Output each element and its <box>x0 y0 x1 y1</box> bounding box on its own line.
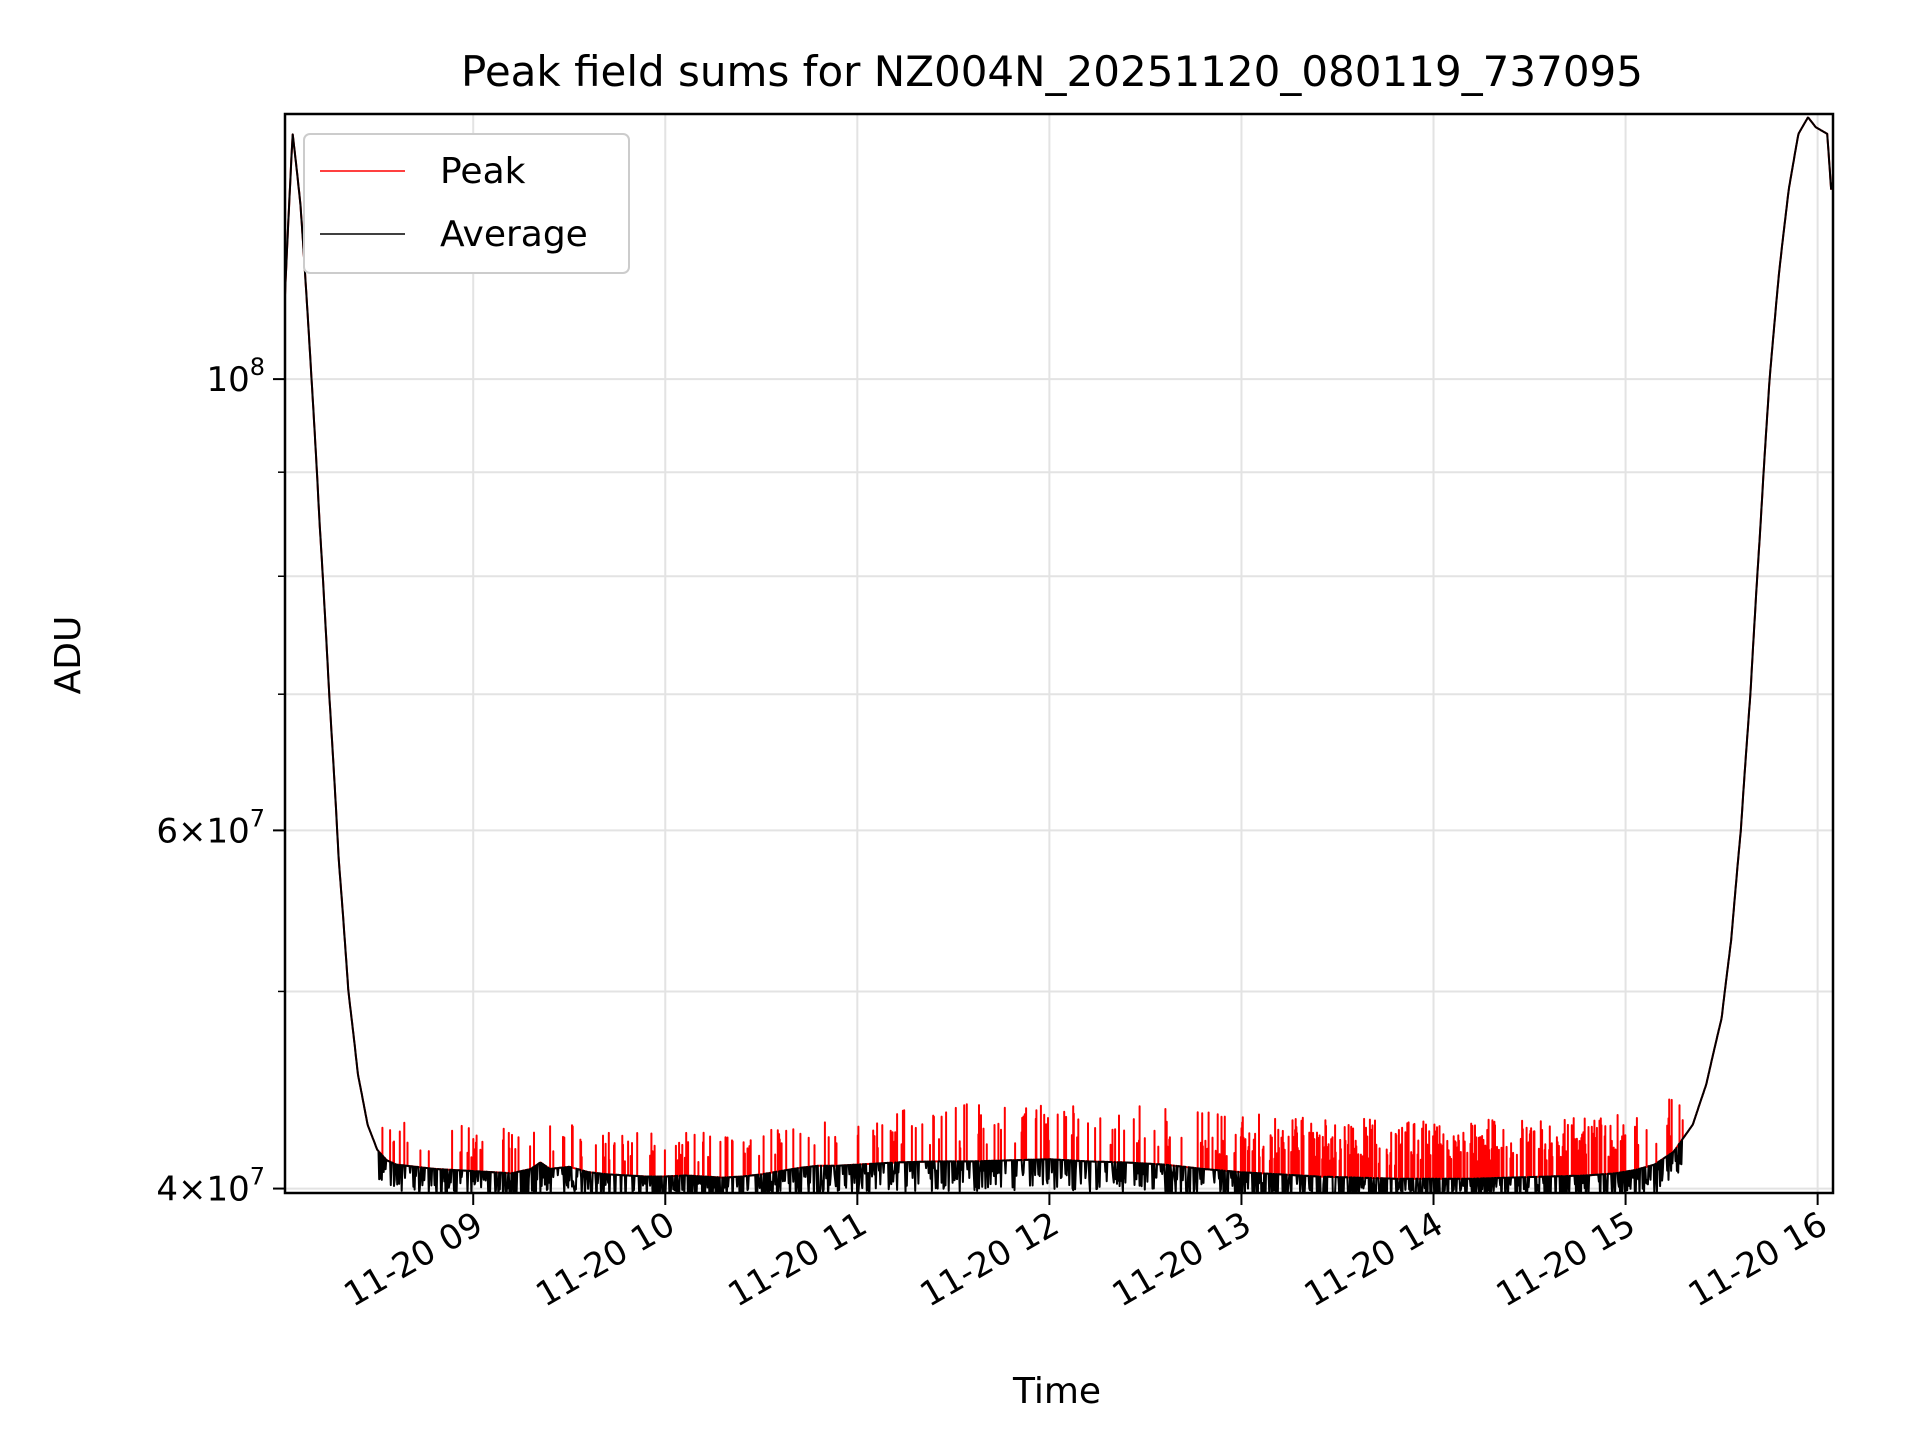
legend-average-label: Average <box>440 214 588 255</box>
plot-lines <box>285 116 1833 1193</box>
x-axis-label: Time <box>1012 1371 1101 1412</box>
y-tick-label: 4×107 <box>156 1163 265 1210</box>
series-line-average <box>285 116 1833 1193</box>
legend: Peak Average <box>303 133 630 274</box>
legend-box <box>303 133 630 274</box>
legend-peak-label: Peak <box>440 151 526 192</box>
chart-title: Peak field sums for NZ004N_20251120_0801… <box>461 47 1643 96</box>
y-axis-label: ADU <box>48 616 89 695</box>
plot-frame <box>283 112 1835 1195</box>
grid <box>285 114 1833 1193</box>
y-tick-label: 6×107 <box>156 804 265 851</box>
